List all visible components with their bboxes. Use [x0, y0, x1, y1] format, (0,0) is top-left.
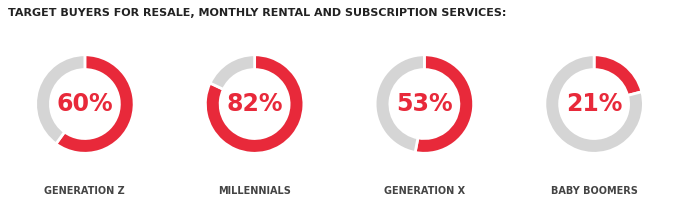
Wedge shape [545, 55, 644, 153]
Wedge shape [210, 55, 255, 89]
Text: 60%: 60% [56, 92, 113, 116]
Text: MILLENNIALS: MILLENNIALS [218, 186, 291, 196]
Text: BABY BOOMERS: BABY BOOMERS [551, 186, 638, 196]
Text: GENERATION Z: GENERATION Z [45, 186, 125, 196]
Wedge shape [56, 55, 134, 153]
Text: TARGET BUYERS FOR RESALE, MONTHLY RENTAL AND SUBSCRIPTION SERVICES:: TARGET BUYERS FOR RESALE, MONTHLY RENTAL… [8, 8, 507, 18]
Wedge shape [35, 55, 85, 144]
Text: GENERATION X: GENERATION X [384, 186, 465, 196]
Wedge shape [594, 55, 642, 95]
Text: 21%: 21% [566, 92, 623, 116]
Wedge shape [205, 55, 304, 153]
Text: 82%: 82% [226, 92, 283, 116]
Text: 53%: 53% [396, 92, 453, 116]
Wedge shape [415, 55, 474, 153]
Wedge shape [375, 55, 424, 152]
